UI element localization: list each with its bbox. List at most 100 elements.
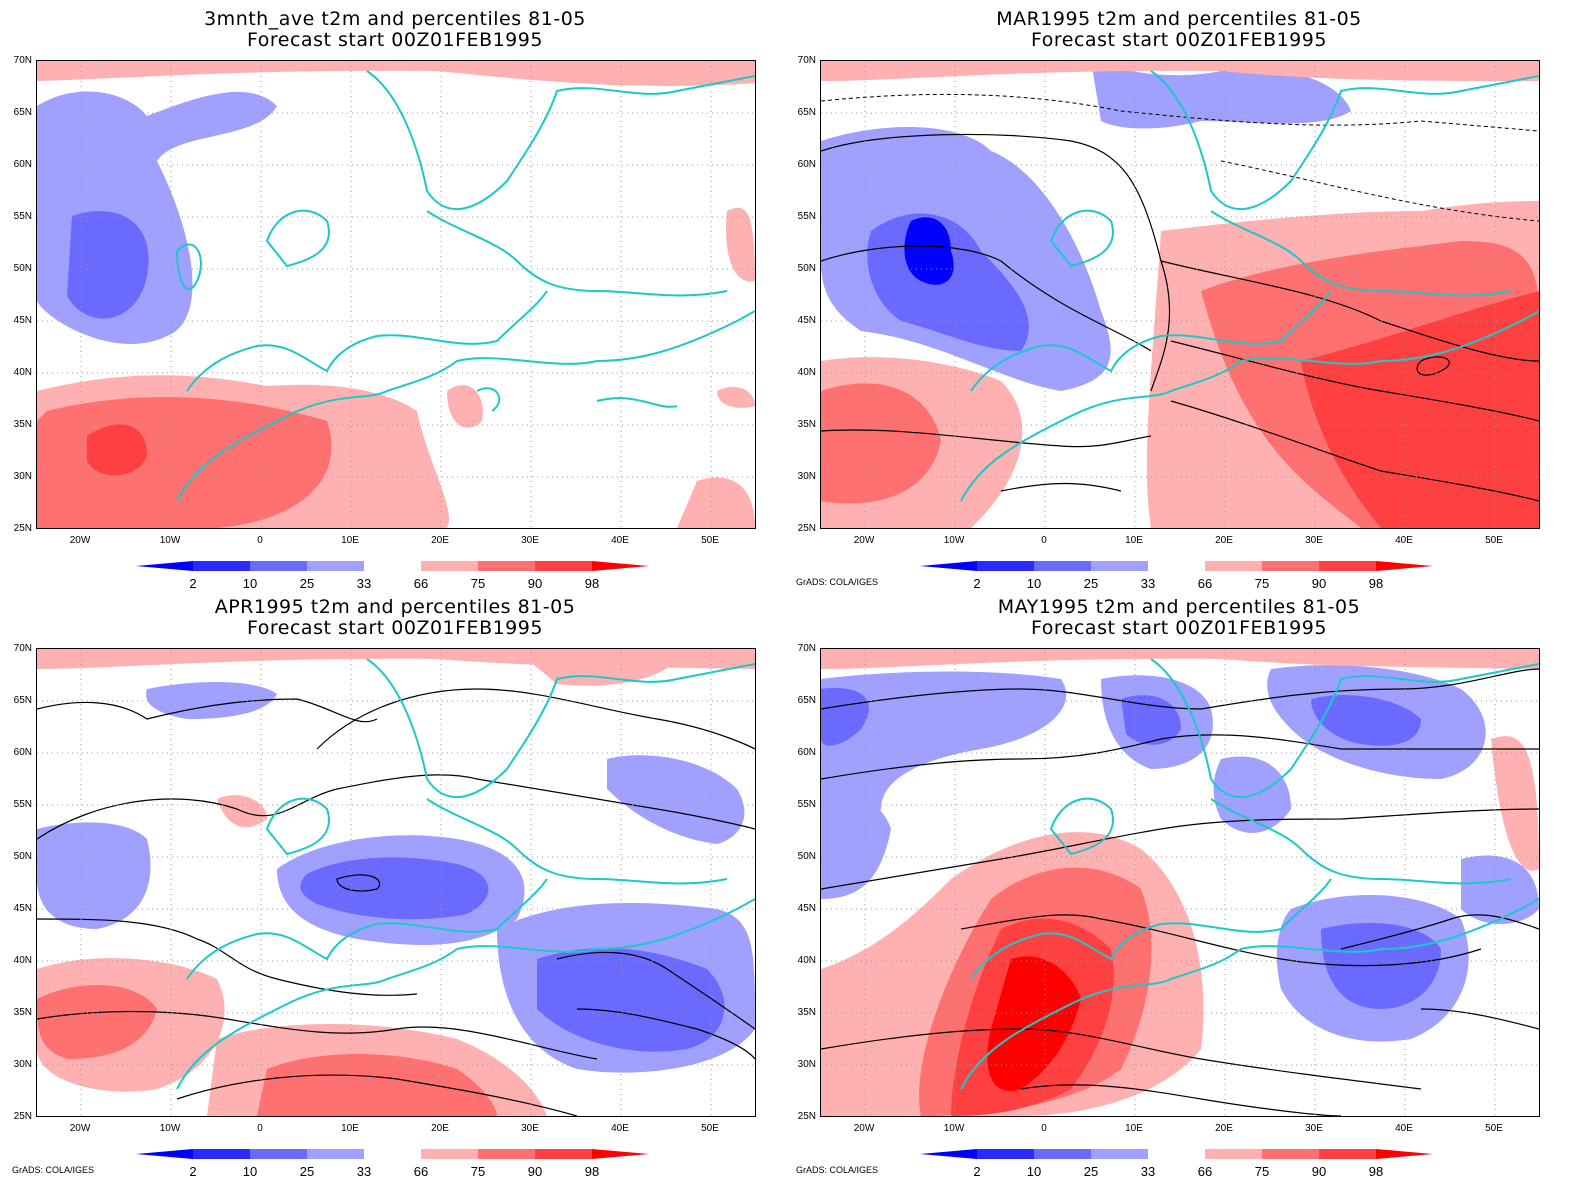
latitude-label: 55N (13, 211, 32, 222)
longitude-label: 50E (701, 535, 719, 546)
colorbar-label: 98 (584, 576, 600, 591)
colorbar-segment (1091, 1149, 1148, 1159)
longitude-label: 10W (943, 1123, 965, 1134)
colorbar-segment (1205, 1149, 1262, 1159)
latitude-label: 45N (797, 315, 816, 326)
map-area (820, 648, 1540, 1117)
latitude-label: 45N (13, 903, 32, 914)
map-area (36, 648, 756, 1117)
colorbar-segment (478, 1149, 535, 1159)
latitude-label: 60N (13, 159, 32, 170)
colorbar-segment (535, 1149, 592, 1159)
colorbar-arrow-high (1376, 561, 1433, 571)
colorbar-label: 2 (189, 1164, 197, 1179)
colorbar-arrow-low (136, 561, 193, 571)
longitude-label: 40E (611, 1123, 629, 1134)
latitude-label: 30N (797, 1059, 816, 1070)
longitude-label: 0 (257, 1123, 263, 1134)
colorbar-segment (1319, 1149, 1376, 1159)
colorbar-svg (136, 561, 649, 571)
longitude-label: 30E (1305, 1123, 1323, 1134)
latitude-label: 35N (13, 1007, 32, 1018)
colorbar-segment (1034, 1149, 1091, 1159)
colorbar-label: 75 (1254, 576, 1270, 591)
colorbar-label: 2 (189, 576, 197, 591)
colorbar-label: 10 (1026, 576, 1042, 591)
longitude-label: 30E (521, 1123, 539, 1134)
longitude-label: 40E (611, 535, 629, 546)
colorbar-segment (307, 561, 364, 571)
colorbar-label: 98 (584, 1164, 600, 1179)
latitude-label: 30N (797, 471, 816, 482)
latitude-label: 70N (797, 643, 816, 654)
colorbar-label: 75 (1254, 1164, 1270, 1179)
longitude-label: 20W (69, 535, 91, 546)
colorbar-segment (421, 1149, 478, 1159)
latitude-label: 70N (797, 55, 816, 66)
latitude-label: 65N (13, 695, 32, 706)
latitude-label: 55N (13, 799, 32, 810)
colorbar-segment (1091, 561, 1148, 571)
map-svg (821, 649, 1539, 1116)
colorbar-segment (250, 1149, 307, 1159)
credit: GrADS: COLA/IGES (796, 1165, 879, 1175)
panel-subtitle: Forecast start 00Z01FEB1995 (247, 617, 543, 639)
latitude-label: 40N (13, 955, 32, 966)
latitude-label: 55N (797, 799, 816, 810)
colorbar-label: 10 (242, 1164, 258, 1179)
colorbar-segment (1319, 561, 1376, 571)
longitude-label: 30E (1305, 535, 1323, 546)
longitude-label: 10E (1125, 1123, 1143, 1134)
longitude-label: 50E (1485, 535, 1503, 546)
longitude-label: 0 (1041, 535, 1047, 546)
colorbar: 2 10 25 33 66 75 90 98 (920, 560, 1440, 591)
map-svg (37, 649, 755, 1116)
longitude-label: 10E (341, 535, 359, 546)
colorbar-arrow-high (592, 561, 649, 571)
colorbar-segment (535, 561, 592, 571)
panel-subtitle: Forecast start 00Z01FEB1995 (247, 29, 543, 51)
longitude-label: 20E (431, 535, 449, 546)
latitude-label: 45N (13, 315, 32, 326)
map-panel-may1995: MAY1995 t2m and percentiles 81-05 Foreca… (784, 588, 1574, 1182)
panel-title: MAY1995 t2m and percentiles 81-05 (997, 596, 1361, 618)
colorbar-segment (421, 561, 478, 571)
colorbar-segment (193, 1149, 250, 1159)
colorbar-label: 33 (1140, 1164, 1156, 1179)
panel-title: MAR1995 t2m and percentiles 81-05 (996, 8, 1362, 30)
latitude-label: 50N (13, 263, 32, 274)
colorbar-label: 75 (470, 576, 486, 591)
credit: GrADS: COLA/IGES (12, 1165, 95, 1175)
latitude-label: 65N (13, 107, 32, 118)
colorbar-label: 25 (1083, 1164, 1099, 1179)
colorbar-label: 98 (1368, 576, 1384, 591)
colorbar-segment (977, 1149, 1034, 1159)
credit: GrADS: COLA/IGES (796, 577, 879, 587)
latitude-label: 50N (797, 851, 816, 862)
colorbar-segment (1148, 1149, 1205, 1159)
longitude-label: 20E (1215, 1123, 1233, 1134)
colorbar-label: 90 (527, 576, 543, 591)
longitude-label: 20W (69, 1123, 91, 1134)
colorbar-label: 33 (1140, 576, 1156, 591)
colorbar: 2 10 25 33 66 75 90 98 (136, 560, 656, 591)
longitude-label: 10W (159, 1123, 181, 1134)
colorbar-arrow-low (136, 1149, 193, 1159)
colorbar-segment (977, 561, 1034, 571)
latitude-label: 50N (13, 851, 32, 862)
map-svg (37, 61, 755, 528)
colorbar-label: 2 (973, 1164, 981, 1179)
longitude-label: 50E (701, 1123, 719, 1134)
latitude-label: 65N (797, 695, 816, 706)
colorbar-label: 66 (413, 1164, 429, 1179)
latitude-label: 60N (797, 159, 816, 170)
colorbar-segment (1262, 1149, 1319, 1159)
latitude-label: 70N (13, 55, 32, 66)
colorbar-arrow-low (920, 1149, 977, 1159)
longitude-label: 20W (853, 1123, 875, 1134)
colorbar-label: 10 (242, 576, 258, 591)
panel-subtitle: Forecast start 00Z01FEB1995 (1031, 29, 1327, 51)
longitude-label: 0 (257, 535, 263, 546)
colorbar-label: 90 (527, 1164, 543, 1179)
colorbar-arrow-low (920, 561, 977, 571)
